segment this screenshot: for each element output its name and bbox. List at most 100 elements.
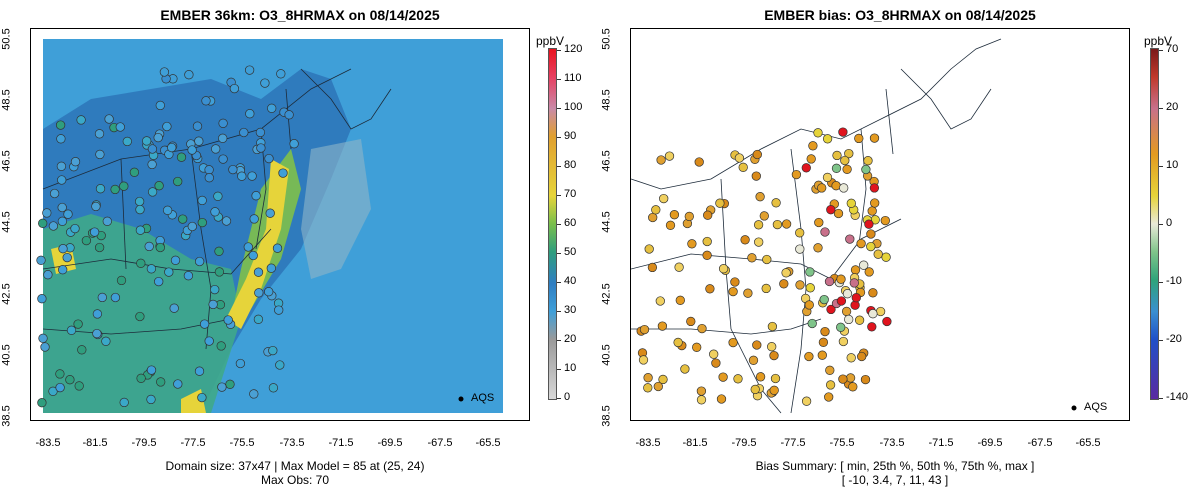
aqs-station-marker — [115, 122, 125, 132]
colorbar-tick-label: 120 — [564, 43, 583, 55]
colorbar-tick-mark — [1159, 282, 1163, 283]
aqs-station-marker — [653, 381, 663, 392]
aqs-station-marker — [643, 373, 653, 383]
aqs-station-marker — [839, 183, 849, 193]
colorbar-tick-mark — [557, 311, 561, 312]
aqs-station-marker — [752, 149, 762, 160]
aqs-station-marker — [268, 383, 279, 393]
colorbar-tick-mark — [557, 224, 561, 225]
aqs-station-marker — [754, 237, 764, 247]
aqs-station-marker — [187, 145, 197, 155]
bias-station-layer — [636, 127, 892, 406]
aqs-station-marker — [62, 252, 72, 263]
aqs-station-marker — [162, 121, 172, 132]
colorbar-tick-mark — [557, 195, 561, 196]
aqs-station-marker — [813, 128, 823, 138]
aqs-station-marker — [844, 148, 854, 159]
aqs-station-marker — [844, 314, 854, 325]
aqs-station-marker — [235, 358, 246, 369]
aqs-station-marker — [173, 176, 183, 187]
aqs-station-marker — [675, 295, 685, 305]
aqs-station-marker — [187, 221, 197, 232]
aqs-station-marker — [95, 184, 106, 194]
aqs-station-marker — [211, 144, 221, 154]
aqs-station-marker — [194, 256, 205, 267]
aqs-station-marker — [703, 210, 713, 220]
aqs-station-marker — [822, 172, 833, 183]
aqs-station-marker — [197, 392, 207, 403]
aqs-station-marker — [880, 215, 890, 226]
aqs-station-marker — [284, 110, 294, 120]
aqs-station-marker — [733, 374, 743, 384]
aqs-station-marker — [841, 306, 852, 317]
aqs-station-marker — [836, 274, 846, 284]
aqs-station-marker — [155, 100, 165, 111]
aqs-station-marker — [805, 283, 815, 293]
aqs-station-marker — [854, 315, 865, 325]
aqs-station-marker — [104, 114, 114, 124]
aqs-station-marker — [795, 244, 805, 254]
colorbar-tick-label: 20 — [564, 333, 577, 345]
model-colorbar — [548, 48, 557, 400]
aqs-station-marker — [833, 208, 844, 219]
bias-map-panel: EMBER bias: O3_8HRMAX on 08/14/2025 AQS … — [600, 0, 1200, 502]
aqs-station-marker — [838, 374, 848, 384]
aqs-station-marker — [192, 121, 203, 131]
aqs-station-marker — [201, 96, 211, 106]
aqs-station-marker — [249, 389, 259, 399]
aqs-station-marker — [136, 373, 146, 383]
aqs-station-marker — [808, 141, 818, 151]
aqs-station-marker — [709, 349, 719, 359]
aqs-station-marker — [37, 294, 47, 304]
aqs-station-marker — [781, 268, 791, 278]
aqs-station-marker — [153, 132, 163, 143]
aqs-station-marker — [647, 262, 658, 273]
aqs-station-marker — [759, 211, 769, 221]
aqs-station-marker — [81, 235, 92, 246]
aqs-station-marker — [225, 379, 235, 389]
aqs-station-marker — [772, 219, 783, 230]
aqs-station-marker — [70, 223, 80, 234]
aqs-station-marker — [664, 151, 675, 161]
aqs-station-marker — [178, 214, 188, 224]
aqs-station-marker — [696, 395, 707, 405]
colorbar-tick-label: 70 — [564, 188, 577, 200]
aqs-station-marker — [755, 192, 765, 202]
aqs-station-marker — [842, 164, 852, 174]
colorbar-tick-label: 80 — [564, 159, 577, 171]
aqs-station-marker — [822, 134, 833, 144]
aqs-station-marker — [881, 252, 891, 262]
colorbar-tick-label: 90 — [564, 130, 577, 142]
aqs-station-marker — [94, 242, 105, 253]
aqs-station-marker — [135, 204, 145, 215]
aqs-station-marker — [102, 216, 112, 226]
colorbar-tick-mark — [557, 166, 561, 167]
colorbar-tick-label: 10 — [564, 362, 577, 374]
colorbar-tick-label: 0 — [1166, 217, 1173, 229]
aqs-station-marker — [89, 227, 100, 237]
aqs-station-marker — [674, 262, 684, 272]
aqs-station-marker — [162, 205, 173, 215]
aqs-station-marker — [36, 255, 46, 265]
aqs-station-marker — [142, 136, 152, 146]
aqs-station-marker — [210, 207, 220, 217]
aqs-station-marker — [110, 292, 121, 303]
aqs-station-marker — [718, 264, 729, 274]
aqs-station-marker — [866, 241, 876, 252]
aqs-station-marker — [58, 265, 68, 275]
colorbar-tick-mark — [557, 50, 561, 51]
aqs-station-marker — [265, 208, 275, 218]
aqs-station-marker — [813, 243, 823, 253]
aqs-station-marker — [867, 322, 877, 332]
model-map-plot — [31, 29, 529, 420]
aqs-station-marker — [91, 201, 101, 212]
aqs-station-marker — [740, 235, 750, 245]
aqs-station-marker — [846, 198, 856, 208]
aqs-station-marker — [66, 325, 77, 335]
aqs-station-marker — [817, 183, 827, 193]
aqs-station-marker — [836, 322, 846, 332]
aqs-station-marker — [806, 154, 816, 164]
aqs-station-marker — [135, 225, 146, 235]
aqs-station-marker — [743, 288, 753, 298]
aqs-station-marker — [857, 351, 867, 362]
